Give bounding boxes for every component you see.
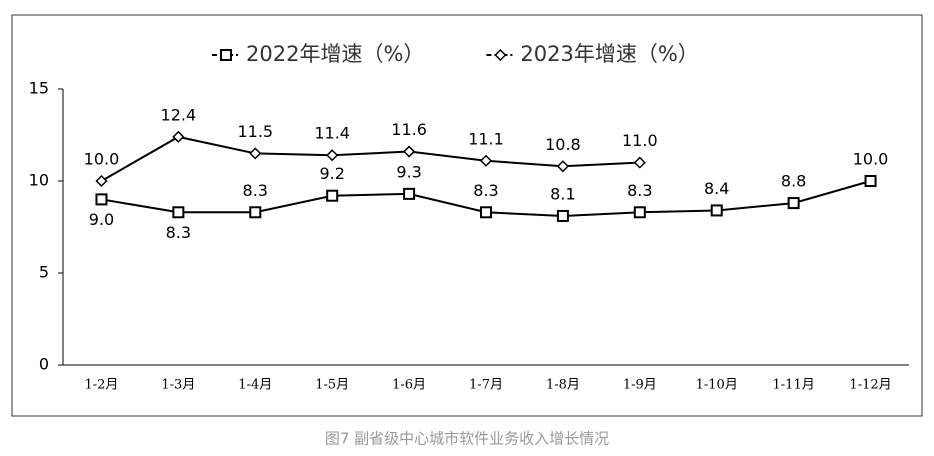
x-tick-label: 1-3月 bbox=[161, 378, 195, 393]
chart-border bbox=[11, 14, 923, 417]
marker bbox=[864, 175, 877, 187]
marker bbox=[172, 130, 185, 143]
data-label: 8.1 bbox=[550, 184, 575, 203]
data-label: 8.3 bbox=[627, 181, 652, 200]
data-label: 12.4 bbox=[161, 105, 197, 124]
marker bbox=[326, 189, 339, 202]
data-label: 10.0 bbox=[84, 150, 120, 169]
x-tick-label: 1-12月 bbox=[849, 378, 891, 393]
legend-label: 2023年增速（%） bbox=[520, 42, 698, 66]
data-label: 8.4 bbox=[704, 179, 729, 198]
data-label: 11.6 bbox=[391, 120, 427, 139]
data-label: 8.3 bbox=[473, 181, 498, 200]
data-label: 10.0 bbox=[853, 150, 889, 169]
data-label: 8.3 bbox=[166, 223, 191, 242]
data-label: 9.0 bbox=[89, 210, 114, 229]
marker bbox=[172, 206, 185, 219]
marker bbox=[249, 206, 262, 219]
marker bbox=[480, 206, 492, 219]
marker bbox=[556, 160, 569, 173]
x-tick-label: 1-6月 bbox=[392, 378, 426, 393]
x-tick-label: 1-7月 bbox=[469, 378, 503, 393]
marker bbox=[479, 154, 493, 167]
marker bbox=[403, 145, 416, 158]
marker bbox=[249, 147, 262, 160]
marker bbox=[220, 49, 232, 61]
x-tick-label: 1-8月 bbox=[546, 378, 580, 393]
marker bbox=[326, 149, 339, 162]
y-tick-label: 5 bbox=[39, 263, 49, 282]
data-label: 10.8 bbox=[545, 135, 581, 154]
data-label: 11.5 bbox=[237, 122, 273, 141]
marker bbox=[556, 209, 569, 222]
data-label: 9.2 bbox=[319, 164, 344, 183]
marker bbox=[403, 187, 416, 200]
marker bbox=[95, 193, 108, 206]
legend-label: 2022年增速（%） bbox=[246, 42, 424, 66]
x-tick-label: 1-11月 bbox=[773, 378, 815, 393]
data-label: 9.3 bbox=[396, 162, 421, 181]
series-line bbox=[100, 135, 640, 182]
x-tick-label: 1-4月 bbox=[238, 378, 272, 393]
x-tick-label: 1-2月 bbox=[84, 378, 118, 393]
caption: 图7 副省级中心城市软件业务收入增长情况 bbox=[325, 430, 609, 448]
marker bbox=[95, 174, 108, 188]
marker bbox=[633, 156, 646, 169]
data-label: 8.8 bbox=[781, 172, 806, 191]
marker bbox=[494, 48, 507, 62]
data-label: 11.0 bbox=[622, 131, 658, 150]
data-label: 11.1 bbox=[468, 129, 504, 148]
x-tick-label: 1-5月 bbox=[315, 378, 349, 393]
marker bbox=[633, 206, 646, 219]
x-tick-label: 1-9月 bbox=[623, 378, 657, 393]
marker bbox=[787, 197, 800, 210]
y-tick-label: 10 bbox=[29, 171, 49, 190]
y-tick-label: 0 bbox=[39, 355, 49, 374]
x-tick-label: 1-10月 bbox=[696, 378, 738, 393]
data-label: 11.4 bbox=[314, 124, 350, 143]
marker bbox=[710, 204, 723, 217]
data-label: 8.3 bbox=[243, 181, 268, 200]
y-tick-label: 15 bbox=[29, 79, 49, 98]
